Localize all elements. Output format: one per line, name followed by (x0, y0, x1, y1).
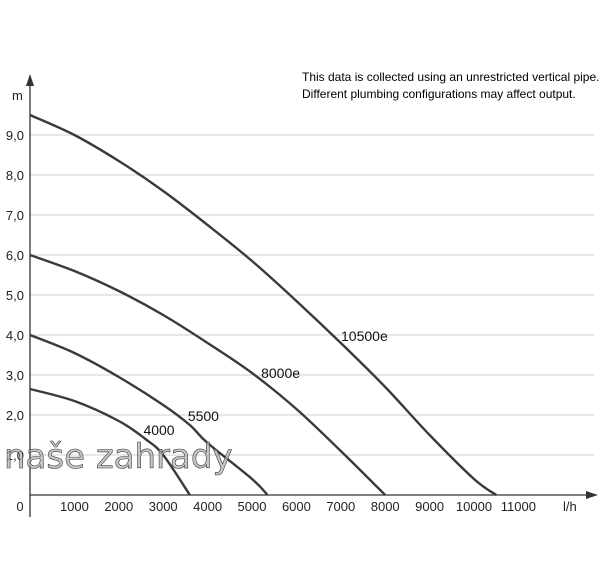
y-tick-label: 5,0 (6, 288, 24, 303)
x-tick-labels: 0 1000 2000 3000 4000 5000 6000 7000 8000 9000 100… (16, 499, 536, 514)
x-tick-label: 2000 (104, 499, 133, 514)
x-axis-unit: l/h (563, 499, 577, 514)
curve-label-8000e: 8000e (261, 365, 300, 381)
x-tick-label: 4000 (193, 499, 222, 514)
x-tick-label: 7000 (326, 499, 355, 514)
curve-label-5500: 5500 (188, 408, 219, 424)
y-tick-label: 2,0 (6, 408, 24, 423)
curve-labels: 4000 5500 8000e 10500e (143, 328, 388, 438)
x-tick-label: 8000 (371, 499, 400, 514)
curve-4000 (29, 387, 191, 496)
y-tick-label: 6,0 (6, 248, 24, 263)
x-axis-arrow (586, 491, 598, 499)
curve-5500 (29, 333, 269, 496)
x-tick-label: 3000 (149, 499, 178, 514)
x-tick-label: 9000 (415, 499, 444, 514)
axes (26, 74, 598, 517)
y-tick-label: 3,0 (6, 368, 24, 383)
y-tick-labels: 1,0 2,0 3,0 4,0 5,0 6,0 7,0 8,0 9,0 (6, 128, 24, 463)
y-tick-label: 4,0 (6, 328, 24, 343)
x-tick-label: 5000 (238, 499, 267, 514)
curve-10500e (29, 113, 497, 496)
curve-8000e (29, 253, 387, 496)
x-tick-label: 0 (16, 499, 23, 514)
y-axis-arrow (26, 74, 34, 86)
y-tick-label: 7,0 (6, 208, 24, 223)
x-tick-label: 6000 (282, 499, 311, 514)
note-line-1: This data is collected using an unrestri… (302, 70, 600, 84)
x-tick-label: 10000 (456, 499, 492, 514)
x-tick-label: 11000 (501, 499, 536, 514)
watermark-logo: naše zahrady (4, 437, 233, 477)
grid-lines (30, 134, 594, 456)
y-axis-unit: m (12, 88, 23, 103)
y-tick-label: 9,0 (6, 128, 24, 143)
y-tick-label: 8,0 (6, 168, 24, 183)
curve-label-4000: 4000 (143, 422, 174, 438)
x-tick-label: 1000 (60, 499, 89, 514)
pump-curves (29, 113, 497, 496)
note-line-2: Different plumbing configurations may af… (302, 87, 576, 101)
y-tick-label: 1,0 (6, 448, 24, 463)
curve-label-10500e: 10500e (341, 328, 388, 344)
